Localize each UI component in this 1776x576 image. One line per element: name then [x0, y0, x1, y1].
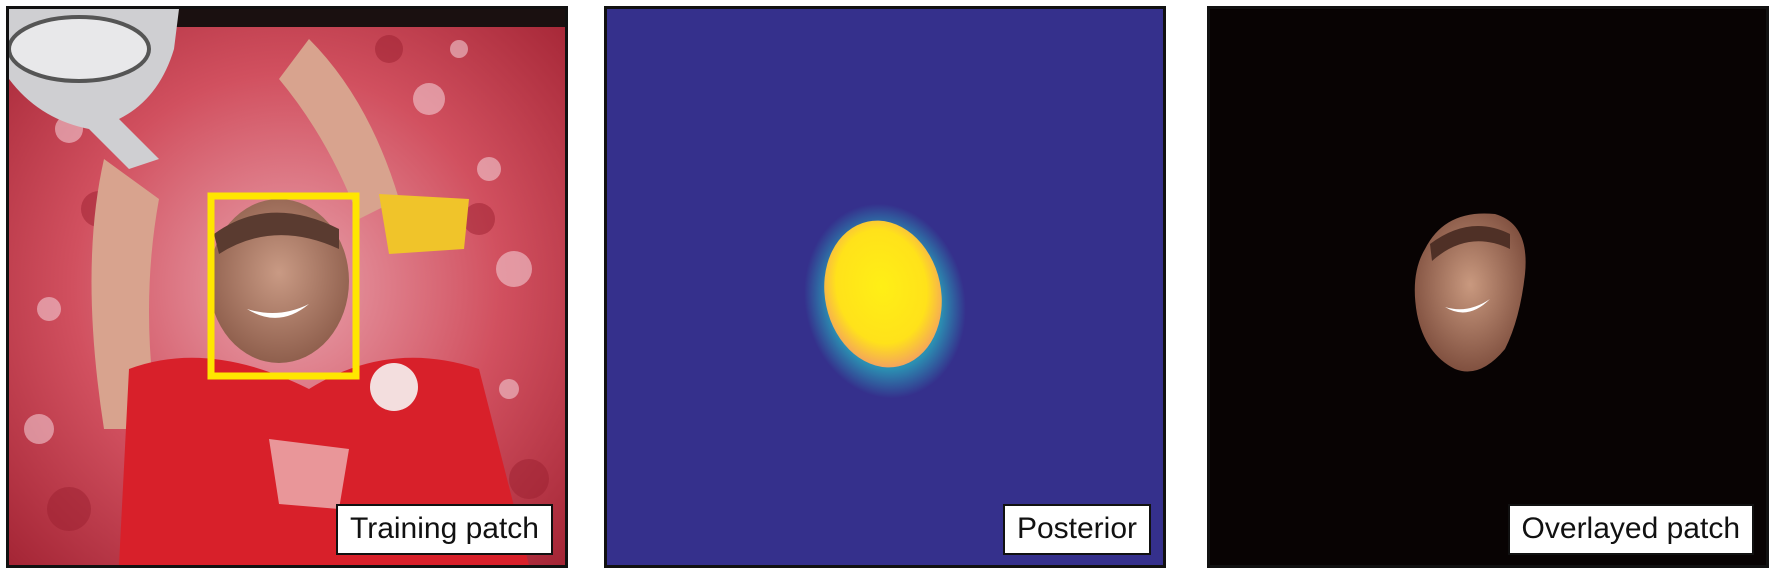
posterior-heatmap [607, 9, 1163, 565]
training-patch-image [9, 9, 565, 565]
overlayed-patch-panel: Overlayed patch [1207, 6, 1769, 568]
training-patch-label: Training patch [336, 504, 553, 555]
training-patch-panel: Training patch [6, 6, 568, 568]
posterior-panel: Posterior [604, 6, 1166, 568]
overlayed-patch-image [1210, 9, 1766, 565]
posterior-label: Posterior [1002, 504, 1151, 555]
overlayed-patch-label: Overlayed patch [1507, 504, 1754, 555]
